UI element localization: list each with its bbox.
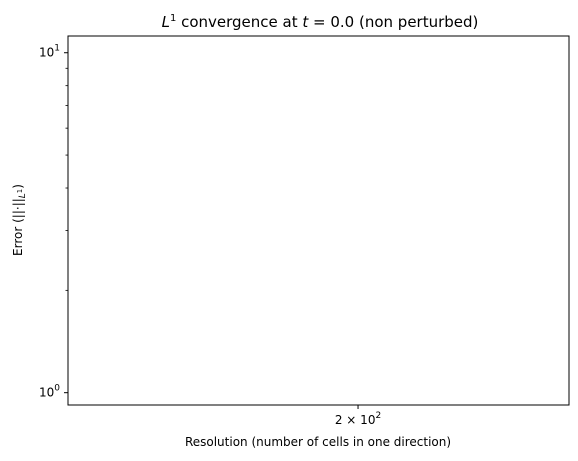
y-axis: 100 101 — [39, 44, 68, 400]
y-axis-label: Error (||·||L1) — [11, 184, 28, 256]
x-axis: 2 × 102 — [335, 405, 381, 427]
y-tick-label: 100 — [39, 384, 60, 400]
x-tick-label: 2 × 102 — [335, 411, 381, 427]
x-axis-label: Resolution (number of cells in one direc… — [185, 435, 451, 449]
plot-area — [67, 35, 570, 406]
svg-text:Error (||·||L1): Error (||·||L1) — [11, 184, 28, 256]
chart-title: L1 convergence at t = 0.0 (non perturbed… — [162, 13, 479, 31]
svg-text:L1 convergence at t = 0.0 (non: L1 convergence at t = 0.0 (non perturbed… — [162, 13, 479, 31]
y-tick-label: 101 — [39, 44, 60, 60]
